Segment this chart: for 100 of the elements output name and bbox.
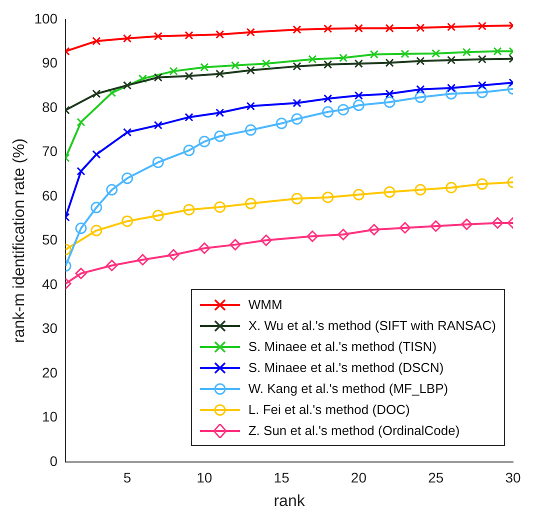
point [352, 188, 364, 200]
point [399, 222, 411, 234]
point [262, 59, 270, 68]
point [122, 81, 132, 90]
point [122, 215, 134, 227]
point [476, 178, 488, 190]
point [244, 198, 256, 210]
legend-label: L. Fei et al.'s method (DOC) [248, 402, 410, 417]
point [183, 204, 195, 216]
legend-label: S. Minaee et al.'s method (TISN) [248, 339, 437, 354]
point [291, 113, 303, 125]
legend-label: WMM [248, 297, 282, 312]
x-tick-label: 25 [428, 469, 444, 486]
point [216, 108, 224, 118]
y-tick-label: 30 [42, 320, 58, 336]
point [338, 228, 350, 240]
point [292, 62, 302, 71]
point [276, 118, 288, 130]
point [460, 218, 472, 230]
x-tick-label: 20 [350, 469, 367, 486]
point [354, 91, 363, 100]
y-axis-title: rank-m identification rate (%) [11, 138, 28, 343]
y-tick-label: 50 [42, 232, 58, 248]
x-tick-label: 15 [274, 469, 290, 486]
point [478, 22, 486, 30]
point [92, 89, 101, 98]
legend-label: W. Kang et al.'s method (MF_LBP) [248, 381, 448, 396]
point [414, 184, 426, 196]
point [92, 150, 101, 159]
y-tick-label: 10 [42, 408, 58, 425]
x-tick-label: 30 [505, 469, 521, 486]
point [385, 58, 394, 68]
point [106, 260, 118, 272]
point [216, 30, 224, 39]
point [447, 22, 456, 32]
point [75, 222, 87, 234]
point [183, 144, 195, 156]
point [478, 54, 486, 64]
point [493, 46, 502, 56]
point [152, 156, 164, 168]
x-tick-label: 10 [196, 469, 212, 486]
point [432, 49, 440, 58]
point [122, 128, 132, 137]
point [260, 234, 272, 246]
point [291, 192, 303, 204]
y-tick-label: 0 [50, 452, 58, 469]
point [169, 66, 178, 76]
point [76, 118, 86, 126]
point [322, 106, 334, 118]
point [447, 84, 456, 92]
point [136, 254, 148, 266]
point [478, 81, 486, 90]
y-tick-label: 70 [42, 143, 58, 160]
point [246, 28, 255, 37]
point [75, 268, 87, 280]
y-tick-label: 100 [34, 10, 58, 26]
point [416, 56, 425, 66]
point [446, 182, 458, 194]
point [292, 25, 302, 34]
legend-label: X. Wu et al.'s method (SIFT with RANSAC) [248, 318, 496, 333]
point [324, 60, 332, 69]
point [324, 24, 332, 33]
point [414, 92, 426, 104]
point [244, 124, 256, 136]
point [462, 48, 471, 56]
point [230, 61, 240, 70]
point [90, 224, 102, 236]
point [384, 96, 396, 108]
point [122, 172, 134, 184]
legend-label: S. Minaee et al.'s method (DSCN) [248, 360, 444, 375]
point [106, 184, 118, 196]
point [368, 224, 380, 236]
y-tick-label: 80 [42, 98, 58, 115]
point [184, 112, 194, 122]
point [198, 136, 210, 148]
point [385, 24, 394, 33]
point [154, 73, 162, 82]
point [292, 98, 302, 108]
point [385, 89, 394, 98]
point [108, 88, 116, 98]
y-tick-label: 90 [42, 54, 58, 71]
point [476, 86, 488, 98]
point [384, 186, 396, 198]
legend-label: Z. Sun et al.'s method (OrdinalCode) [248, 423, 460, 438]
point [430, 220, 442, 232]
point [216, 70, 224, 78]
y-tick-label: 20 [42, 364, 58, 380]
point [214, 130, 226, 142]
point [152, 210, 164, 222]
point [138, 74, 147, 83]
point [370, 50, 378, 59]
point [198, 242, 210, 254]
point [154, 120, 162, 130]
point [354, 59, 363, 68]
point [322, 192, 334, 204]
point [416, 85, 425, 94]
point [214, 201, 226, 213]
x-axis-title: rank [274, 492, 306, 510]
point [90, 202, 102, 214]
point [246, 66, 255, 75]
